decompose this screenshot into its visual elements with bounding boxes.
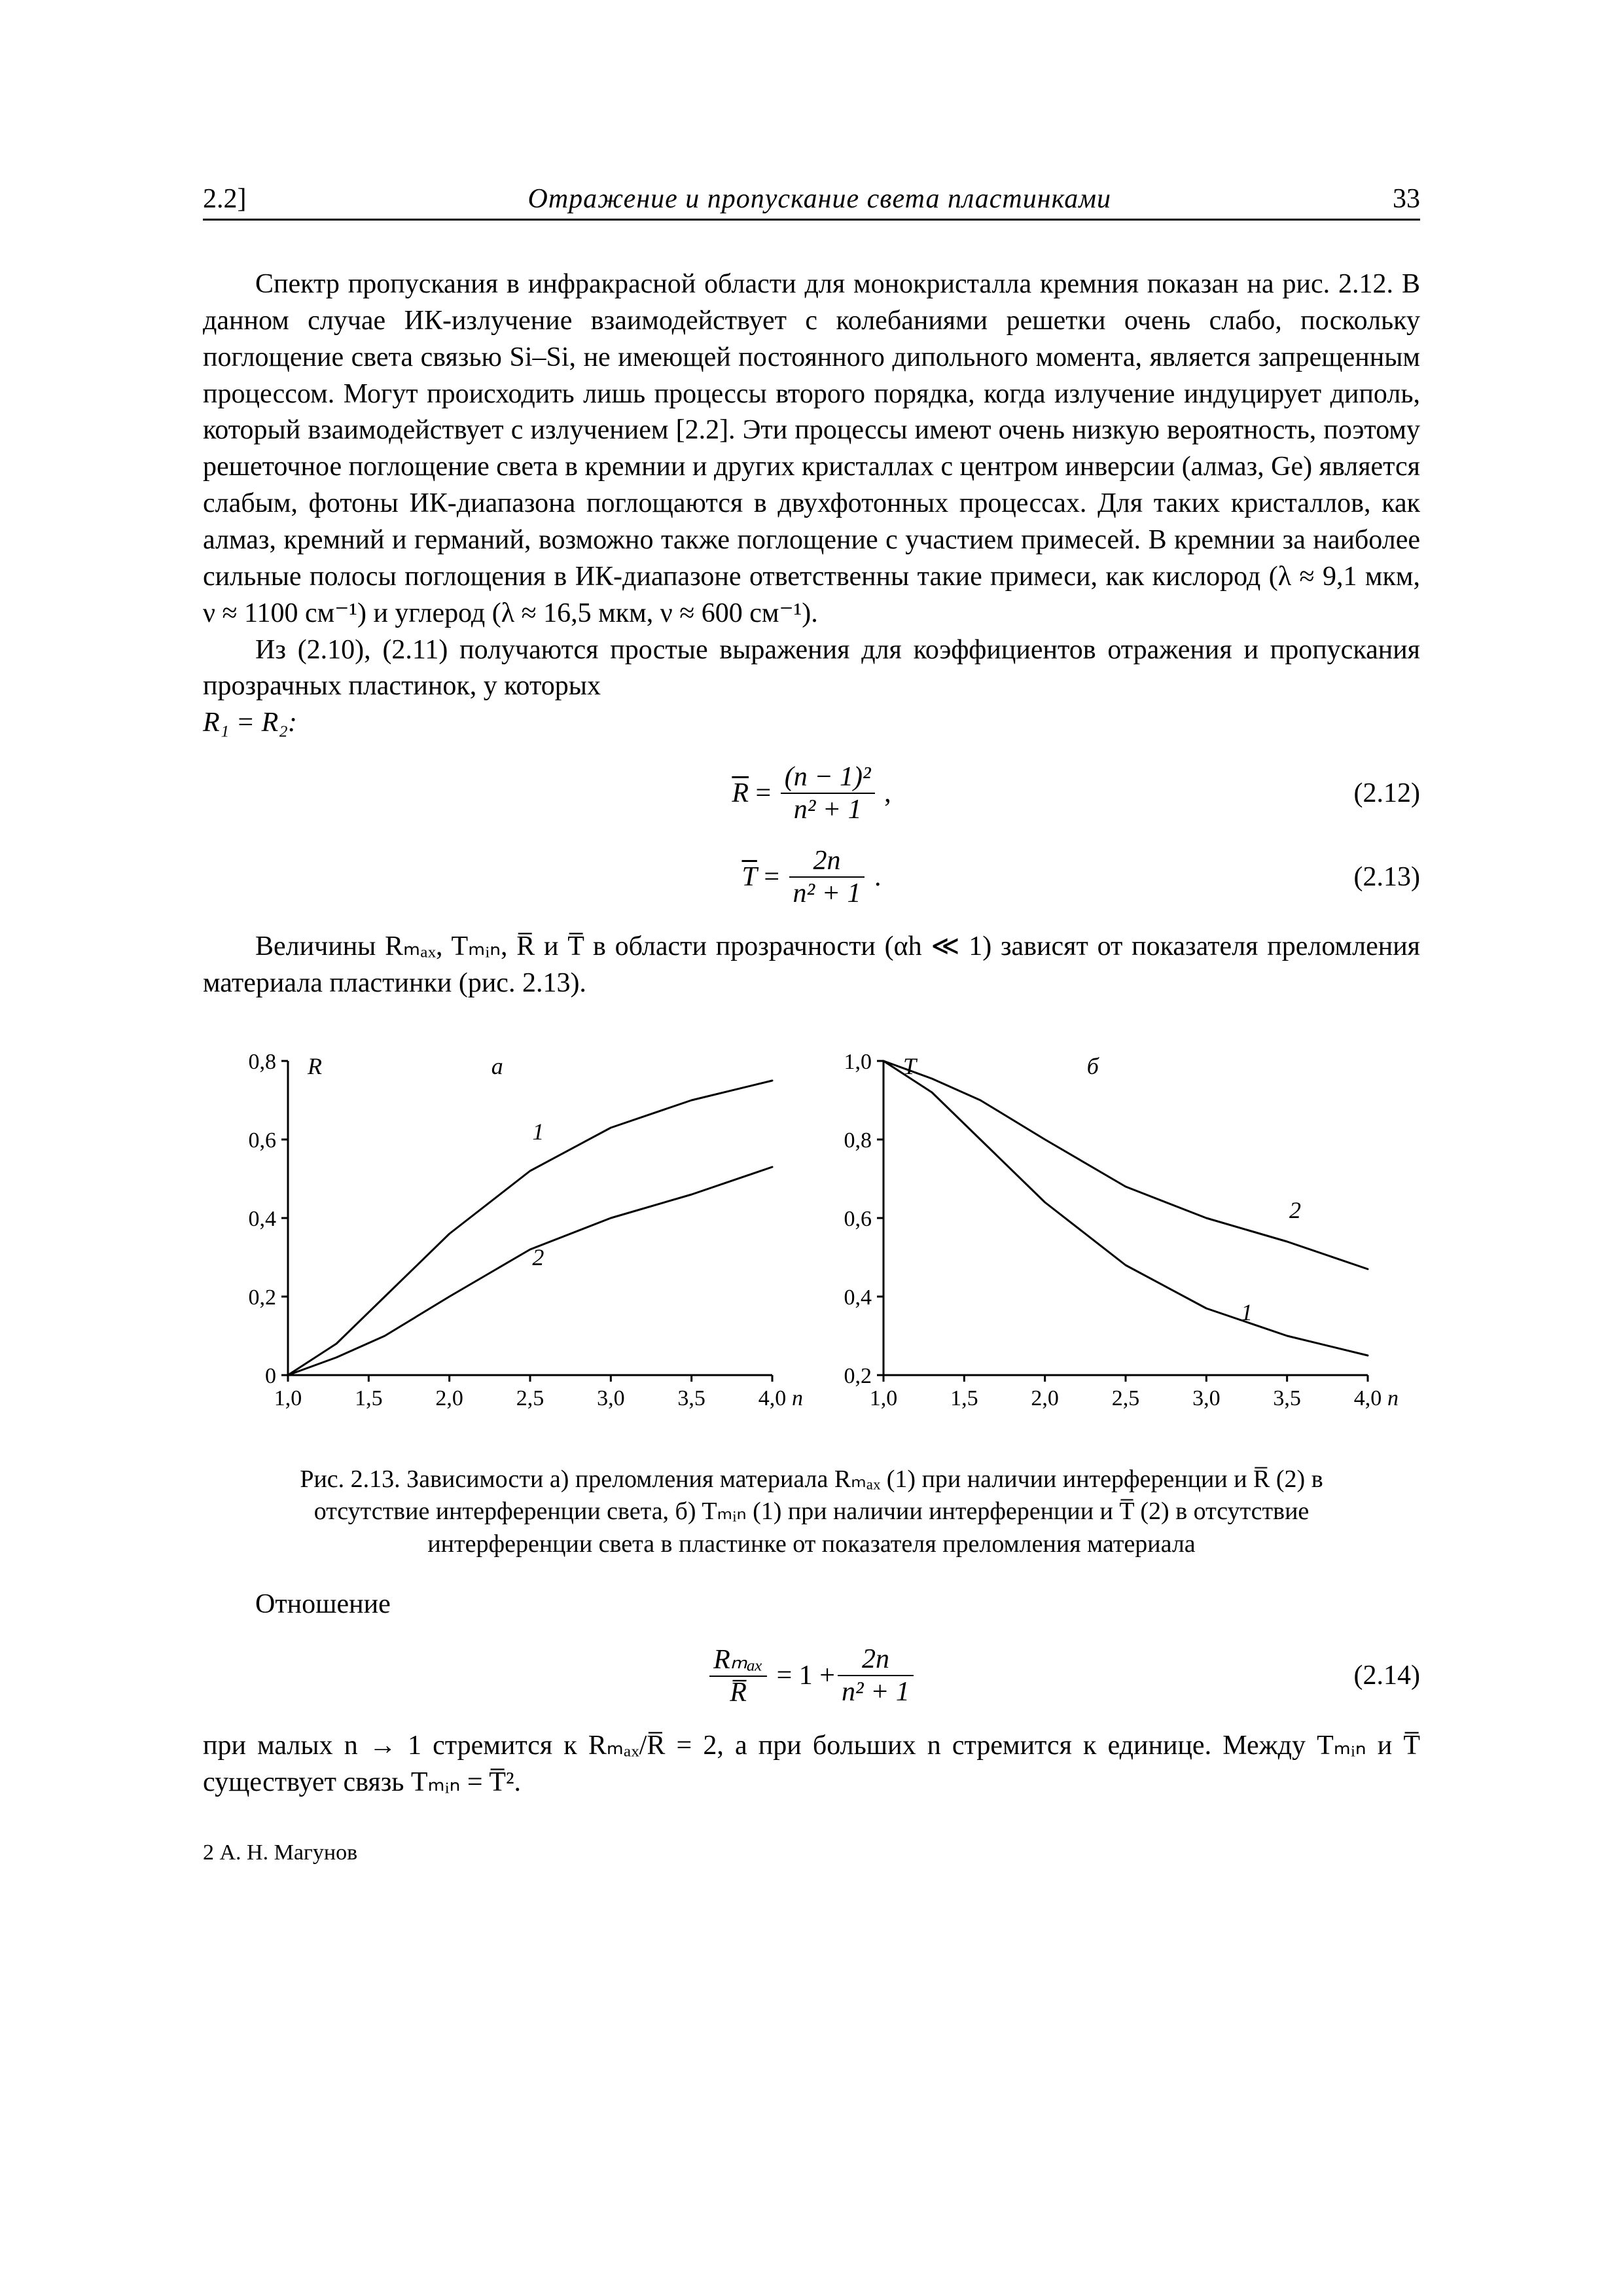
svg-text:0,6: 0,6	[844, 1207, 872, 1231]
equation-number: (2.12)	[1354, 778, 1420, 809]
paragraph-4: Отношение	[203, 1587, 1420, 1623]
svg-text:0,6: 0,6	[249, 1128, 277, 1153]
paragraph-5: при малых n → 1 стремится к Rₘₐₓ/R̅ = 2,…	[203, 1728, 1420, 1801]
svg-text:1,0: 1,0	[870, 1386, 898, 1410]
equation-2-14: Rₘₐₓ R̅ = 1 + 2nn² + 1 (2.14)	[203, 1643, 1420, 1708]
svg-text:3,0: 3,0	[597, 1386, 625, 1410]
svg-text:а: а	[491, 1053, 503, 1079]
svg-text:1,5: 1,5	[355, 1386, 383, 1410]
svg-text:0,4: 0,4	[844, 1285, 872, 1310]
svg-text:3,0: 3,0	[1192, 1386, 1221, 1410]
svg-text:0,8: 0,8	[844, 1128, 872, 1153]
svg-text:2: 2	[532, 1244, 544, 1270]
paragraph-2a: Из (2.10), (2.11) получаются простые выр…	[203, 635, 1420, 702]
svg-text:0: 0	[265, 1364, 276, 1388]
header-section: 2.2]	[203, 183, 247, 215]
paragraph-2b: R₁ = R₂:	[203, 708, 297, 738]
paragraph-2: Из (2.10), (2.11) получаются простые выр…	[203, 632, 1420, 742]
equation-2-13: T = 2nn² + 1 . (2.13)	[203, 845, 1420, 909]
figure-2-13: 00,20,40,60,81,01,52,02,53,03,54,0nRа120…	[203, 1035, 1420, 1560]
figure-svg: 00,20,40,60,81,01,52,02,53,03,54,0nRа120…	[203, 1035, 1420, 1441]
svg-text:2: 2	[1289, 1197, 1301, 1223]
svg-text:б: б	[1087, 1053, 1100, 1079]
svg-text:n: n	[792, 1386, 803, 1410]
svg-text:4,0: 4,0	[1354, 1386, 1382, 1410]
running-head: 2.2] Отражение и пропускание света пласт…	[203, 183, 1420, 221]
equation-number: (2.13)	[1354, 861, 1420, 893]
svg-text:2,5: 2,5	[516, 1386, 544, 1410]
svg-text:0,4: 0,4	[249, 1207, 277, 1231]
svg-text:0,2: 0,2	[249, 1285, 277, 1310]
svg-text:3,5: 3,5	[1273, 1386, 1301, 1410]
svg-text:4,0: 4,0	[758, 1386, 787, 1410]
svg-text:1,0: 1,0	[274, 1386, 302, 1410]
equation-2-12: R = (n − 1)²n² + 1 , (2.12)	[203, 761, 1420, 825]
svg-text:1: 1	[532, 1119, 544, 1145]
header-page: 33	[1393, 183, 1420, 215]
footer-signature: 2 А. Н. Магунов	[203, 1840, 1420, 1865]
svg-text:1: 1	[1241, 1299, 1253, 1325]
paragraph-3: Величины Rₘₐₓ, Tₘᵢₙ, R̅ и T̅ в области п…	[203, 929, 1420, 1002]
svg-text:1,0: 1,0	[844, 1050, 872, 1074]
equation-number: (2.14)	[1354, 1660, 1420, 1691]
svg-text:1,5: 1,5	[950, 1386, 978, 1410]
svg-text:0,8: 0,8	[249, 1050, 277, 1074]
header-title: Отражение и пропускание света пластинкам…	[247, 183, 1393, 215]
figure-caption: Рис. 2.13. Зависимости а) преломления ма…	[255, 1463, 1368, 1560]
svg-text:2,5: 2,5	[1112, 1386, 1140, 1410]
paragraph-1: Спектр пропускания в инфракрасной област…	[203, 266, 1420, 632]
svg-text:2,0: 2,0	[435, 1386, 463, 1410]
svg-text:n: n	[1387, 1386, 1399, 1410]
svg-text:0,2: 0,2	[844, 1364, 872, 1388]
svg-text:R: R	[307, 1053, 322, 1079]
svg-text:3,5: 3,5	[677, 1386, 705, 1410]
svg-text:2,0: 2,0	[1031, 1386, 1059, 1410]
